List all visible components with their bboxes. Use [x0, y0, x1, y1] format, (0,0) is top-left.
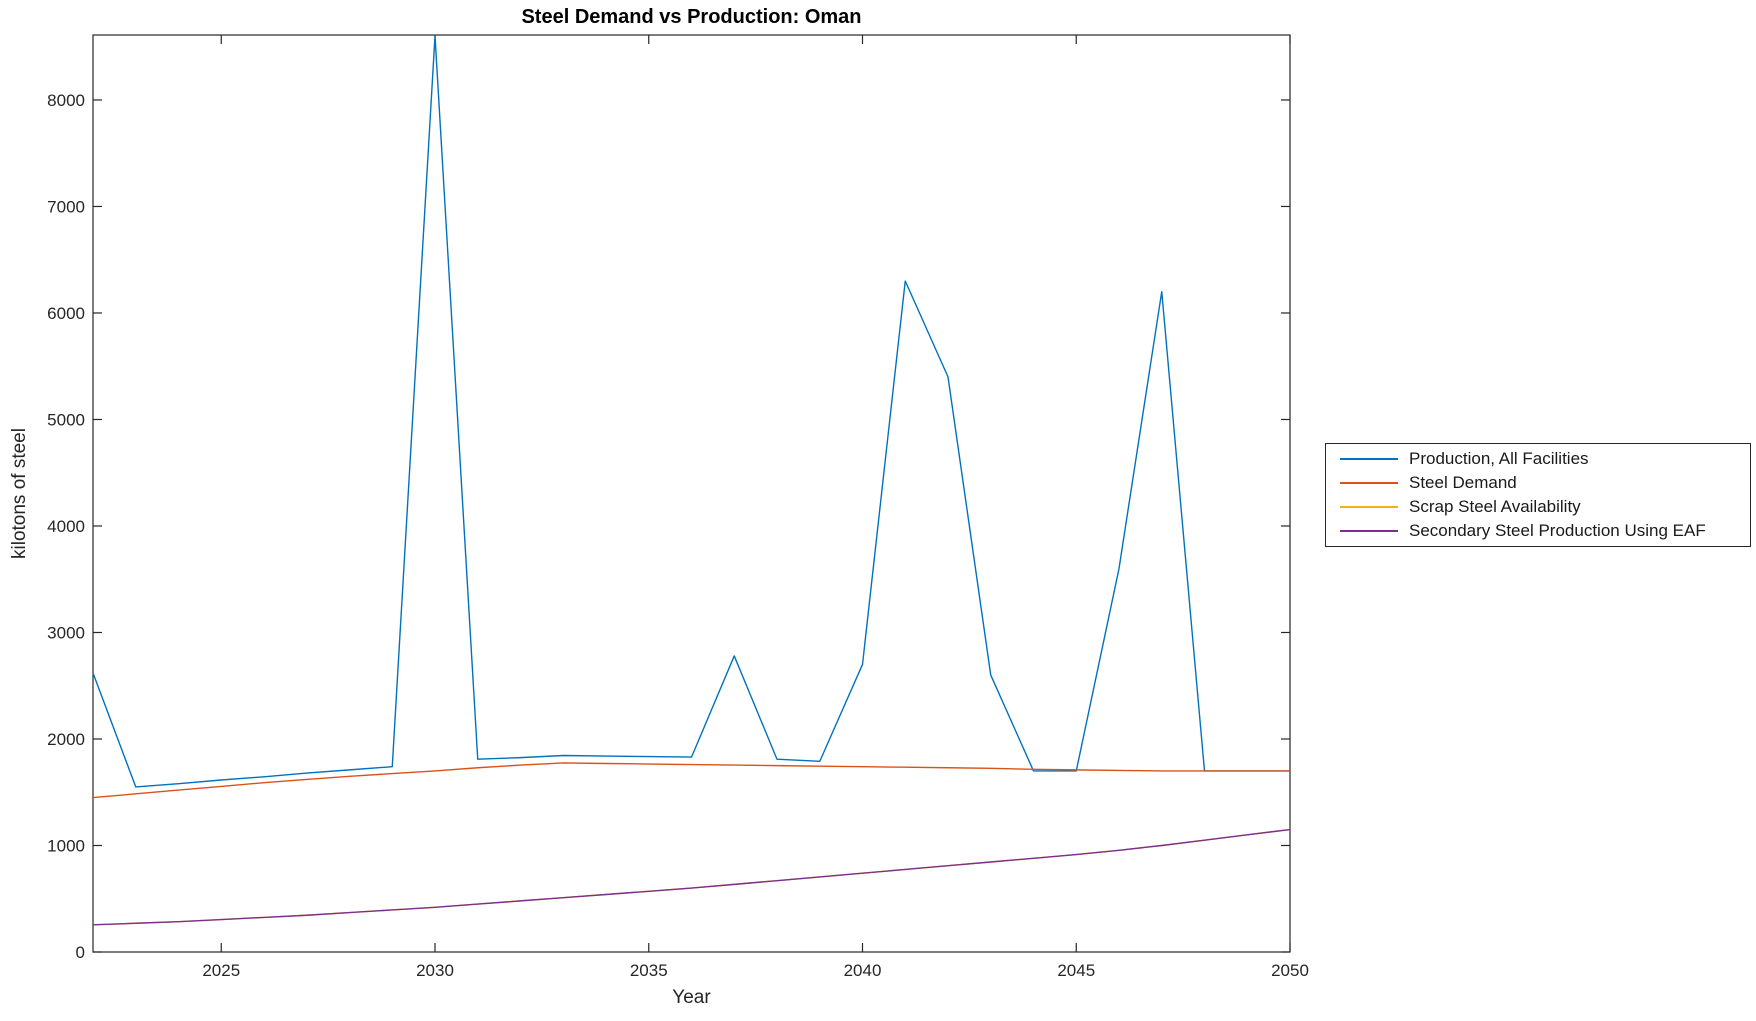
- x-tick-label: 2030: [416, 961, 454, 980]
- y-tick-label: 1000: [47, 836, 85, 855]
- legend-entry-label: Scrap Steel Availability: [1409, 497, 1581, 516]
- legend-line-swatch: [1340, 482, 1398, 484]
- y-tick-label: 8000: [47, 91, 85, 110]
- x-axis-label: Year: [672, 987, 711, 1008]
- legend-entry: Scrap Steel Availability: [1326, 495, 1750, 519]
- series-line-secondary-steel-production-using-eaf: [92, 828, 1291, 926]
- series-line-production-all-facilities: [92, 35, 1290, 788]
- series-line-scrap-steel-availability: [92, 828, 1291, 926]
- y-tick-label: 5000: [47, 410, 85, 429]
- legend: Production, All Facilities Steel Demand Sc…: [1325, 443, 1751, 547]
- legend-entry: Secondary Steel Production Using EAF: [1326, 519, 1750, 543]
- y-tick-label: 2000: [47, 730, 85, 749]
- chart-title: Steel Demand vs Production: Oman: [521, 6, 862, 28]
- x-tick-label: 2025: [202, 961, 240, 980]
- x-tick-label: 2045: [1057, 961, 1095, 980]
- legend-line-swatch: [1340, 530, 1398, 532]
- series-line-steel-demand: [92, 762, 1290, 799]
- y-tick-label: 7000: [47, 197, 85, 216]
- x-tick-label: 2050: [1271, 961, 1309, 980]
- x-tick-label: 2040: [844, 961, 882, 980]
- x-tick-label: 2035: [630, 961, 668, 980]
- legend-entry-label: Production, All Facilities: [1409, 449, 1589, 468]
- series-layer: [92, 35, 1291, 926]
- axes-layer: 2025 2030 2035 2040 2045 2050 0 1000 2000 3000 400…: [47, 34, 1309, 980]
- y-tick-label: 3000: [47, 623, 85, 642]
- legend-entry: Steel Demand: [1326, 471, 1750, 495]
- y-axis-label: kilotons of steel: [9, 428, 30, 559]
- y-tick-label: 0: [76, 943, 85, 962]
- legend-line-swatch: [1340, 506, 1398, 508]
- y-tick-label: 6000: [47, 304, 85, 323]
- legend-line-swatch: [1340, 458, 1398, 460]
- axis-frame: [92, 34, 1291, 953]
- legend-entry: Production, All Facilities: [1326, 447, 1750, 471]
- y-tick-label: 4000: [47, 517, 85, 536]
- legend-entry-label: Secondary Steel Production Using EAF: [1409, 521, 1706, 540]
- legend-entry-label: Steel Demand: [1409, 473, 1517, 492]
